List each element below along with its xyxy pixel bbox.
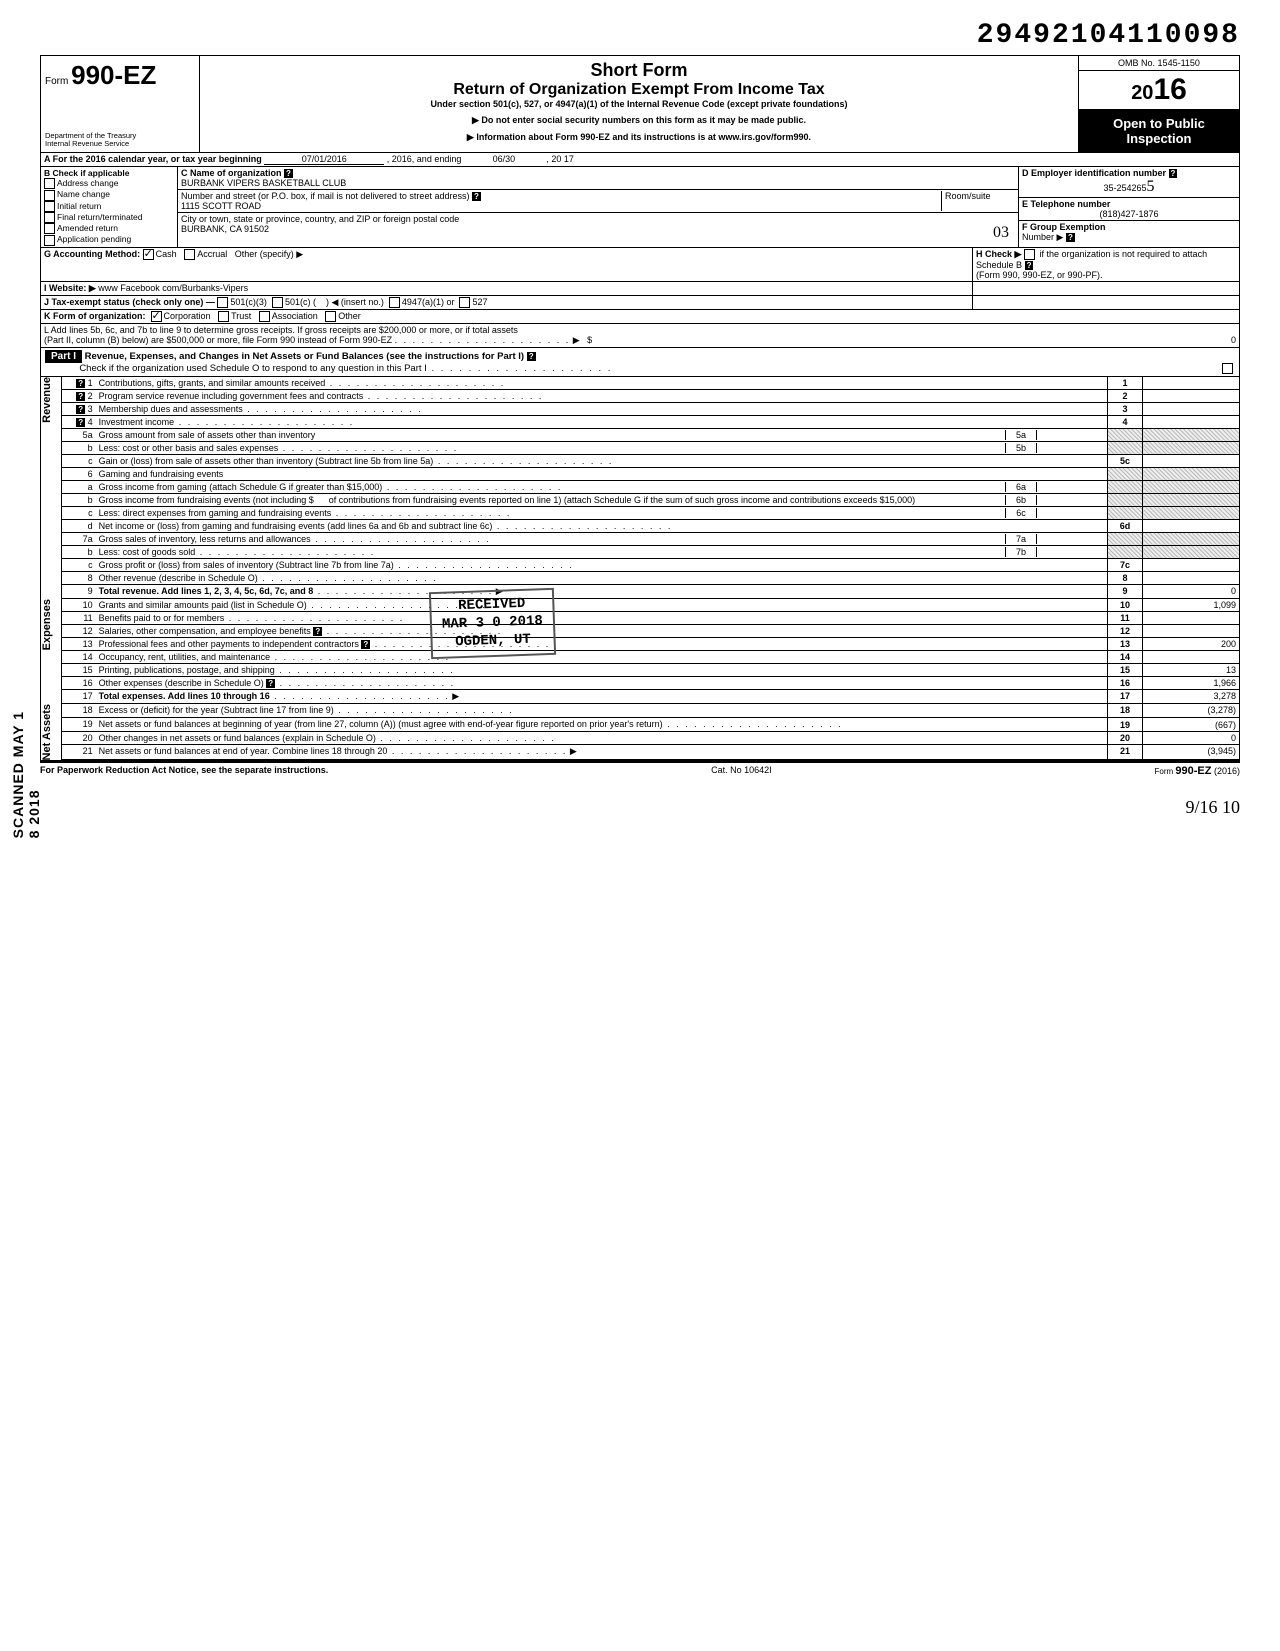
title-main: Return of Organization Exempt From Incom… [208, 81, 1070, 99]
chk-501c[interactable] [272, 297, 283, 308]
line7c-amt[interactable] [1143, 558, 1240, 571]
line6d-amt[interactable] [1143, 519, 1240, 532]
handwritten-page-number: 9/16 10 [40, 797, 1240, 818]
line3-amt[interactable] [1143, 402, 1240, 415]
line-l-text1: L Add lines 5b, 6c, and 7b to line 9 to … [44, 325, 1236, 335]
tax-year-end-year[interactable]: 17 [564, 154, 574, 164]
help-icon[interactable]: ? [1169, 169, 1178, 178]
chk-cash[interactable] [143, 249, 154, 260]
line8-amt[interactable] [1143, 571, 1240, 584]
line17-amt[interactable]: 3,278 [1143, 689, 1240, 703]
help-icon[interactable]: ? [1025, 261, 1034, 270]
line5c-amt[interactable] [1143, 454, 1240, 467]
part1-header: Part I Revenue, Expenses, and Changes in… [40, 348, 1240, 377]
line-a: A For the 2016 calendar year, or tax yea… [40, 153, 1240, 167]
line1-amt[interactable] [1143, 377, 1240, 390]
handwritten-03: 03 [993, 224, 1009, 242]
chk-accrual[interactable] [184, 249, 195, 260]
help-icon[interactable]: ? [527, 352, 536, 361]
line21-amt[interactable]: (3,945) [1143, 745, 1240, 760]
section-net-assets: Net Assets [41, 704, 62, 760]
line20-amt[interactable]: 0 [1143, 731, 1240, 745]
line-l-text2: (Part II, column (B) below) are $500,000… [44, 335, 392, 345]
line19-amt[interactable]: (667) [1143, 717, 1240, 731]
room-suite-label: Room/suite [941, 191, 1015, 211]
form-number: Form 990-EZ [45, 60, 195, 91]
chk-527[interactable] [459, 297, 470, 308]
line16-amt[interactable]: 1,966 [1143, 676, 1240, 689]
chk-address-change[interactable] [44, 178, 55, 189]
chk-other-org[interactable] [325, 311, 336, 322]
help-icon[interactable]: ? [472, 192, 481, 201]
ein-hand-suffix: 5 [1147, 178, 1155, 195]
line9-amt[interactable]: 0 [1143, 584, 1240, 598]
line4-amt[interactable] [1143, 415, 1240, 428]
line11-amt[interactable] [1143, 611, 1240, 624]
tax-year-begin[interactable]: 07/01/2016 [264, 154, 384, 165]
help-icon[interactable]: ? [284, 169, 293, 178]
line10-amt[interactable]: 1,099 [1143, 599, 1240, 612]
org-name[interactable]: BURBANK VIPERS BASKETBALL CLUB [181, 178, 346, 188]
city-state-zip[interactable]: BURBANK, CA 91502 [181, 224, 269, 234]
expenses-table: 10Grants and similar amounts paid (list … [62, 599, 1239, 704]
ein[interactable]: 35-254265 [1103, 183, 1146, 193]
ssn-warning: ▶ Do not enter social security numbers o… [208, 115, 1070, 126]
chk-corporation[interactable] [151, 311, 162, 322]
chk-501c3[interactable] [217, 297, 228, 308]
scanned-stamp: SCANNED MAY 1 8 2018 [10, 700, 42, 838]
chk-final-return[interactable] [44, 212, 55, 223]
chk-schedule-o[interactable] [1222, 363, 1233, 374]
chk-schedule-b[interactable] [1024, 249, 1035, 260]
telephone[interactable]: (818)427-1876 [1022, 209, 1236, 219]
section-revenue: Revenue [41, 377, 62, 599]
open-to-public: Open to PublicInspection [1079, 110, 1239, 152]
box-b: B Check if applicable Address change Nam… [41, 167, 178, 247]
net-assets-table: 18Excess or (deficit) for the year (Subt… [62, 704, 1239, 760]
help-icon[interactable]: ? [1066, 233, 1075, 242]
dept-irs: Internal Revenue Service [45, 140, 195, 148]
title-short-form: Short Form [208, 60, 1070, 81]
line14-amt[interactable] [1143, 650, 1240, 663]
tax-year: 2016 [1079, 71, 1239, 110]
form-header: Form 990-EZ Department of the Treasury I… [40, 55, 1240, 153]
website[interactable]: www Facebook com/Burbanks-Vipers [98, 283, 248, 293]
info-link: ▶ Information about Form 990-EZ and its … [208, 132, 1070, 143]
revenue-table: ? 1Contributions, gifts, grants, and sim… [62, 377, 1239, 599]
section-expenses: Expenses [41, 599, 62, 704]
line-l-amount[interactable]: 0 [1231, 335, 1236, 345]
chk-application-pending[interactable] [44, 235, 55, 246]
chk-trust[interactable] [218, 311, 229, 322]
chk-4947a1[interactable] [389, 297, 400, 308]
line2-amt[interactable] [1143, 389, 1240, 402]
chk-initial-return[interactable] [44, 201, 55, 212]
tax-year-end-month[interactable]: 06/30 [464, 154, 544, 164]
street-address[interactable]: 1115 SCOTT ROAD [181, 201, 261, 211]
document-id: 29492104110098 [40, 20, 1240, 51]
chk-association[interactable] [259, 311, 270, 322]
page-footer: For Paperwork Reduction Act Notice, see … [40, 762, 1240, 777]
line13-amt[interactable]: 200 [1143, 637, 1240, 650]
chk-name-change[interactable] [44, 190, 55, 201]
line18-amt[interactable]: (3,278) [1143, 704, 1240, 717]
line15-amt[interactable]: 13 [1143, 663, 1240, 676]
omb-number: OMB No. 1545-1150 [1079, 56, 1239, 71]
chk-amended-return[interactable] [44, 223, 55, 234]
title-under-section: Under section 501(c), 527, or 4947(a)(1)… [208, 99, 1070, 109]
line12-amt[interactable] [1143, 624, 1240, 637]
